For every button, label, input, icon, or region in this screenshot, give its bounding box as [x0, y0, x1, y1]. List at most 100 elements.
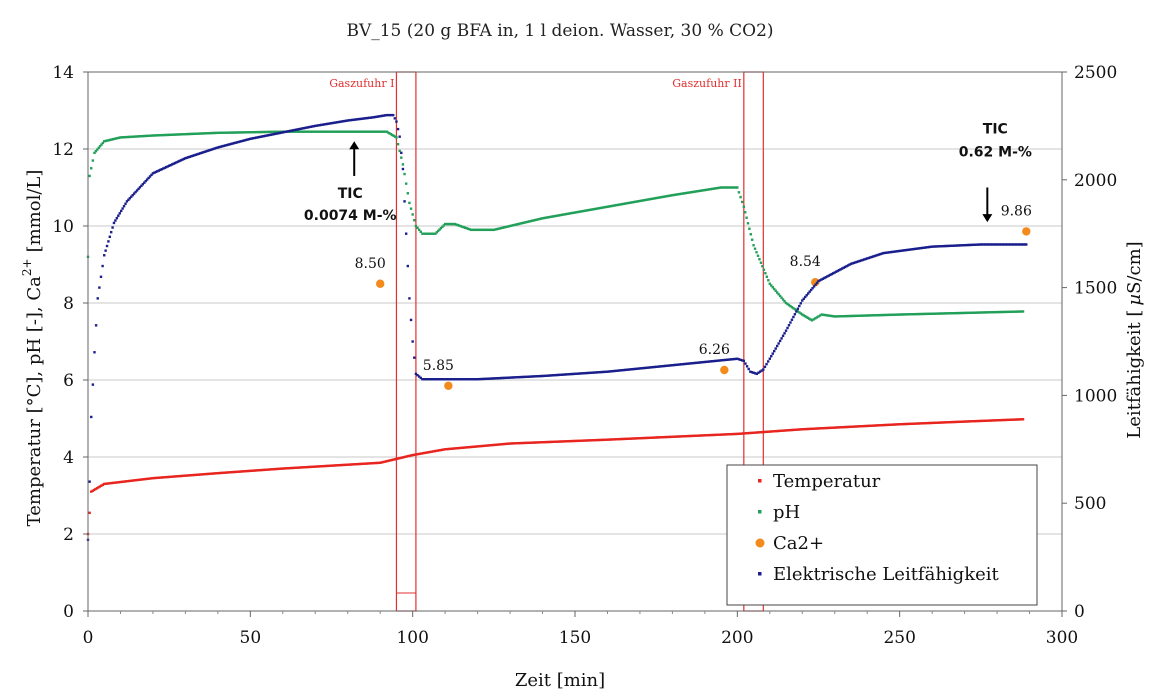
series-point	[451, 447, 454, 450]
series-point	[695, 434, 698, 437]
series-point	[942, 312, 945, 315]
series-point	[604, 438, 608, 441]
series-point	[240, 470, 243, 473]
series-point	[299, 466, 302, 469]
series-point	[318, 465, 321, 468]
series-point	[529, 441, 532, 444]
series-point	[492, 377, 496, 380]
series-point	[755, 431, 758, 434]
series-point	[110, 138, 113, 141]
series-point	[413, 219, 416, 222]
series-point	[879, 252, 882, 256]
series-point	[631, 367, 634, 371]
series-point	[430, 450, 434, 453]
series-point	[554, 214, 558, 218]
series-point	[699, 361, 702, 364]
series-point	[920, 246, 924, 250]
series-point	[961, 420, 965, 423]
series-point	[160, 476, 163, 479]
series-point	[371, 130, 374, 133]
series-point	[466, 446, 469, 449]
series-point	[422, 232, 426, 235]
series-point	[193, 154, 196, 157]
series-point	[886, 423, 890, 427]
series-point	[401, 456, 404, 459]
series-point	[200, 151, 203, 155]
series-point	[787, 429, 791, 432]
series-point	[464, 226, 467, 229]
series-point	[670, 435, 673, 439]
series-point	[103, 482, 106, 486]
series-point	[693, 190, 696, 193]
series-point	[562, 440, 566, 443]
series-point	[91, 383, 95, 386]
series-point	[167, 164, 171, 167]
series-point	[781, 429, 785, 432]
series-point	[792, 428, 795, 432]
series-point	[711, 360, 714, 363]
series-point	[914, 247, 918, 250]
series-point	[467, 378, 470, 381]
series-point	[438, 378, 441, 381]
series-point	[894, 313, 897, 316]
y-right-tick-label: 2500	[1074, 63, 1117, 83]
series-point	[108, 138, 112, 142]
series-point	[391, 113, 395, 117]
series-point	[204, 132, 208, 135]
series-point	[725, 186, 729, 189]
series-point	[108, 482, 112, 485]
series-point	[799, 428, 802, 431]
series-point	[616, 438, 619, 441]
series-point	[560, 373, 563, 376]
series-point	[128, 479, 131, 483]
series-point	[781, 334, 785, 338]
series-point	[901, 249, 904, 252]
series-point	[730, 186, 733, 189]
series-point	[555, 440, 558, 443]
series-point	[625, 368, 628, 371]
series-point	[1020, 418, 1023, 421]
series-point	[467, 446, 470, 449]
series-point	[379, 461, 382, 464]
series-point	[594, 207, 597, 211]
series-point	[536, 218, 540, 221]
series-point	[531, 219, 534, 222]
series-point	[449, 447, 453, 450]
series-point	[453, 222, 457, 226]
series-point	[426, 378, 430, 381]
series-point	[526, 375, 529, 378]
series-point	[669, 364, 673, 367]
series-point	[910, 313, 913, 316]
series-point	[98, 485, 102, 488]
series-point	[768, 282, 771, 285]
series-point	[706, 360, 710, 363]
series-point	[886, 251, 890, 254]
series-point	[877, 253, 881, 256]
series-point	[647, 366, 650, 369]
series-point	[595, 371, 599, 374]
series-point	[902, 313, 906, 316]
series-point	[771, 286, 774, 289]
series-point	[859, 425, 862, 428]
series-point	[923, 246, 926, 249]
series-point	[626, 201, 630, 205]
series-point	[656, 365, 659, 368]
series-point	[650, 436, 653, 439]
series-point	[398, 457, 401, 460]
series-point	[705, 434, 708, 437]
series-point	[179, 474, 183, 478]
series-point	[358, 462, 361, 466]
series-point	[731, 357, 735, 361]
series-point	[610, 204, 614, 208]
series-point	[489, 228, 493, 232]
series-point	[130, 195, 133, 198]
series-point	[486, 377, 490, 380]
series-point	[368, 116, 371, 120]
series-point	[842, 266, 845, 270]
series-point	[963, 243, 966, 247]
series-point	[938, 312, 941, 315]
series-point	[153, 171, 156, 174]
series-point	[346, 463, 349, 466]
series-point	[498, 227, 501, 230]
series-point	[194, 153, 197, 157]
